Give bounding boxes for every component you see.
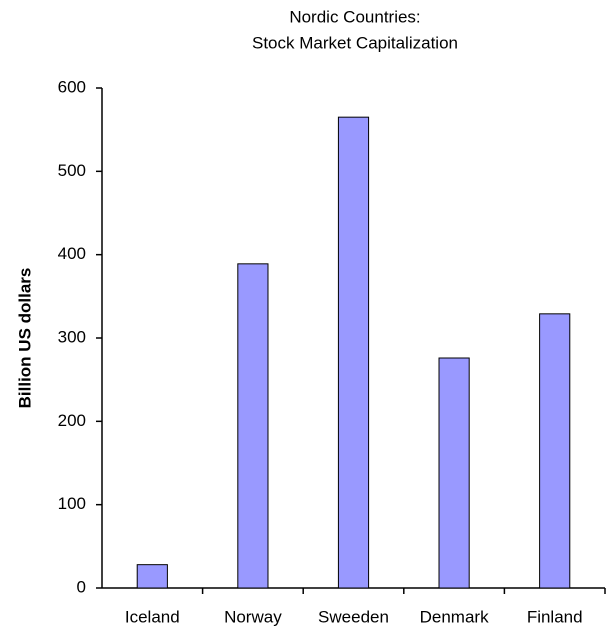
bar bbox=[337, 116, 370, 589]
y-tick-label: 400 bbox=[58, 244, 86, 263]
y-tick-label: 300 bbox=[58, 327, 86, 346]
y-tick-label: 0 bbox=[77, 577, 86, 596]
x-tick-label: Sweeden bbox=[318, 607, 389, 626]
bar bbox=[438, 357, 470, 589]
bar bbox=[237, 263, 269, 589]
bar bbox=[539, 313, 571, 589]
y-tick-label: 200 bbox=[58, 411, 86, 430]
x-tick-label: Norway bbox=[224, 607, 282, 626]
y-tick-label: 500 bbox=[58, 161, 86, 180]
y-tick-label: 100 bbox=[58, 494, 86, 513]
x-tick-label: Denmark bbox=[420, 607, 489, 626]
y-tick-label: 600 bbox=[58, 77, 86, 96]
x-tick-label: Finland bbox=[527, 607, 583, 626]
bar bbox=[136, 564, 168, 589]
y-axis-label: Billion US dollars bbox=[15, 268, 34, 409]
chart-title: Stock Market Capitalization bbox=[252, 33, 458, 52]
x-tick-label: Iceland bbox=[125, 607, 180, 626]
chart-title: Nordic Countries: bbox=[289, 7, 420, 26]
